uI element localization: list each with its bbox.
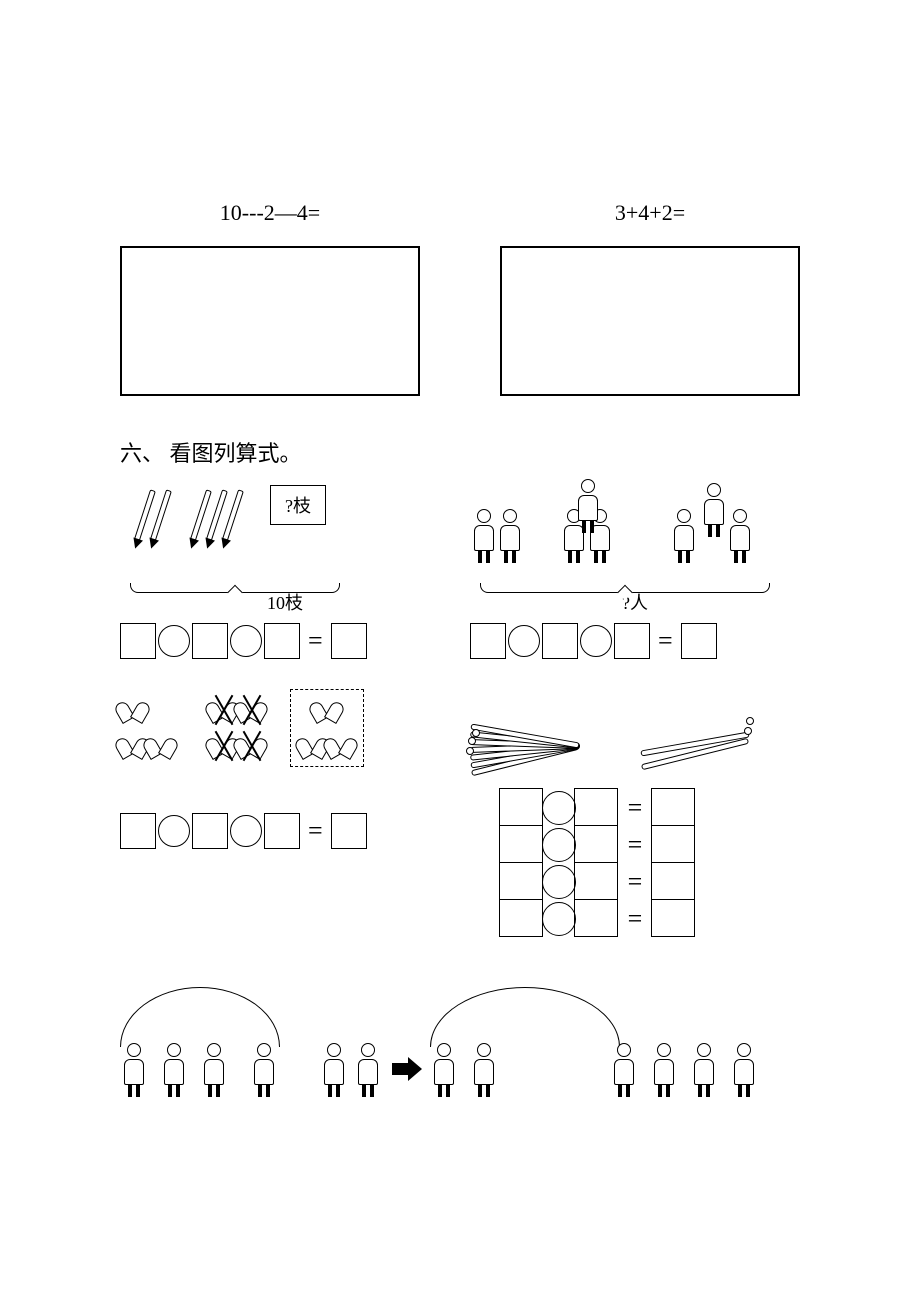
form-row: =	[500, 863, 800, 900]
person-icon	[470, 509, 498, 563]
form-row: =	[500, 900, 800, 937]
equals-sign: =	[618, 904, 652, 934]
person-icon	[690, 1043, 718, 1097]
equation-form-grid: = = =	[500, 789, 800, 937]
equation-left: 10---2—4=	[120, 200, 420, 226]
unknown-box: ?枝	[270, 485, 326, 525]
blank-square[interactable]	[574, 862, 618, 900]
pencils-illustration: ?枝	[120, 483, 450, 573]
heart-icon	[120, 733, 144, 755]
blank-square[interactable]	[542, 623, 578, 659]
person-icon	[120, 1043, 148, 1097]
answer-box-row	[120, 246, 800, 396]
person-icon	[320, 1043, 348, 1097]
blank-square[interactable]	[499, 862, 543, 900]
heart-icon	[148, 733, 172, 755]
problem-sticks: = = =	[470, 689, 800, 937]
person-icon	[650, 1043, 678, 1097]
blank-circle[interactable]	[542, 865, 576, 899]
person-icon	[730, 1043, 758, 1097]
blank-circle[interactable]	[542, 828, 576, 862]
cross-out-icon	[236, 693, 266, 723]
answer-box-left[interactable]	[120, 246, 420, 396]
equals-sign: =	[652, 626, 679, 656]
person-icon	[700, 483, 728, 537]
equation-row: 10---2—4= 3+4+2=	[120, 200, 800, 226]
equation-form: =	[120, 623, 450, 659]
answer-box-right[interactable]	[500, 246, 800, 396]
rope-icon	[120, 987, 280, 1047]
blank-square[interactable]	[264, 813, 300, 849]
person-icon	[726, 509, 754, 563]
person-icon	[250, 1043, 278, 1097]
blank-square[interactable]	[120, 813, 156, 849]
blank-circle[interactable]	[580, 625, 612, 657]
cross-out-icon	[236, 729, 266, 759]
blank-square[interactable]	[499, 788, 543, 826]
problem-people: ?人 =	[470, 483, 800, 659]
blank-square[interactable]	[651, 862, 695, 900]
blank-square[interactable]	[192, 813, 228, 849]
blank-square[interactable]	[651, 899, 695, 937]
person-icon	[200, 1043, 228, 1097]
blank-square[interactable]	[614, 623, 650, 659]
blank-square[interactable]	[574, 825, 618, 863]
rope-icon	[430, 987, 620, 1047]
person-icon	[574, 479, 602, 533]
blank-square[interactable]	[651, 788, 695, 826]
problem-hearts: =	[120, 689, 450, 937]
blank-circle[interactable]	[230, 815, 262, 847]
worksheet-page: 10---2—4= 3+4+2= 六、 看图列算式。 ?枝 10枝	[0, 0, 920, 1167]
person-icon	[354, 1043, 382, 1097]
people-illustration	[470, 483, 800, 573]
blank-square[interactable]	[264, 623, 300, 659]
equals-sign: =	[302, 626, 329, 656]
blank-square[interactable]	[470, 623, 506, 659]
blank-square[interactable]	[331, 623, 367, 659]
person-icon	[430, 1043, 458, 1097]
arrow-right-icon	[392, 1057, 422, 1081]
brace-icon	[130, 583, 340, 593]
blank-square[interactable]	[681, 623, 717, 659]
heart-icon	[300, 733, 324, 755]
blank-circle[interactable]	[542, 902, 576, 936]
blank-square[interactable]	[120, 623, 156, 659]
jumprope-illustration	[120, 977, 800, 1127]
blank-circle[interactable]	[542, 791, 576, 825]
sticks-illustration	[470, 689, 800, 779]
person-icon	[670, 509, 698, 563]
blank-square[interactable]	[574, 899, 618, 937]
blank-square[interactable]	[499, 825, 543, 863]
blank-square[interactable]	[651, 825, 695, 863]
person-icon	[610, 1043, 638, 1097]
heart-icon	[120, 697, 144, 719]
form-row: =	[500, 826, 800, 863]
hearts-illustration	[120, 689, 450, 789]
blank-circle[interactable]	[230, 625, 262, 657]
equals-sign: =	[618, 793, 652, 823]
heart-icon	[328, 733, 352, 755]
blank-circle[interactable]	[158, 815, 190, 847]
blank-square[interactable]	[574, 788, 618, 826]
equals-sign: =	[302, 816, 329, 846]
blank-square[interactable]	[192, 623, 228, 659]
person-icon	[496, 509, 524, 563]
equation-form: =	[470, 623, 800, 659]
brace-icon	[480, 583, 770, 593]
equals-sign: =	[618, 830, 652, 860]
person-icon	[160, 1043, 188, 1097]
equals-sign: =	[618, 867, 652, 897]
blank-circle[interactable]	[508, 625, 540, 657]
equation-right: 3+4+2=	[500, 200, 800, 226]
blank-square[interactable]	[499, 899, 543, 937]
problems-grid: ?枝 10枝 =	[120, 483, 800, 967]
person-icon	[470, 1043, 498, 1097]
problem-pencils: ?枝 10枝 =	[120, 483, 450, 659]
blank-square[interactable]	[331, 813, 367, 849]
form-row: =	[500, 789, 800, 826]
heart-icon	[314, 697, 338, 719]
equation-form: =	[120, 813, 450, 849]
blank-circle[interactable]	[158, 625, 190, 657]
section-6-heading: 六、 看图列算式。	[120, 436, 800, 468]
